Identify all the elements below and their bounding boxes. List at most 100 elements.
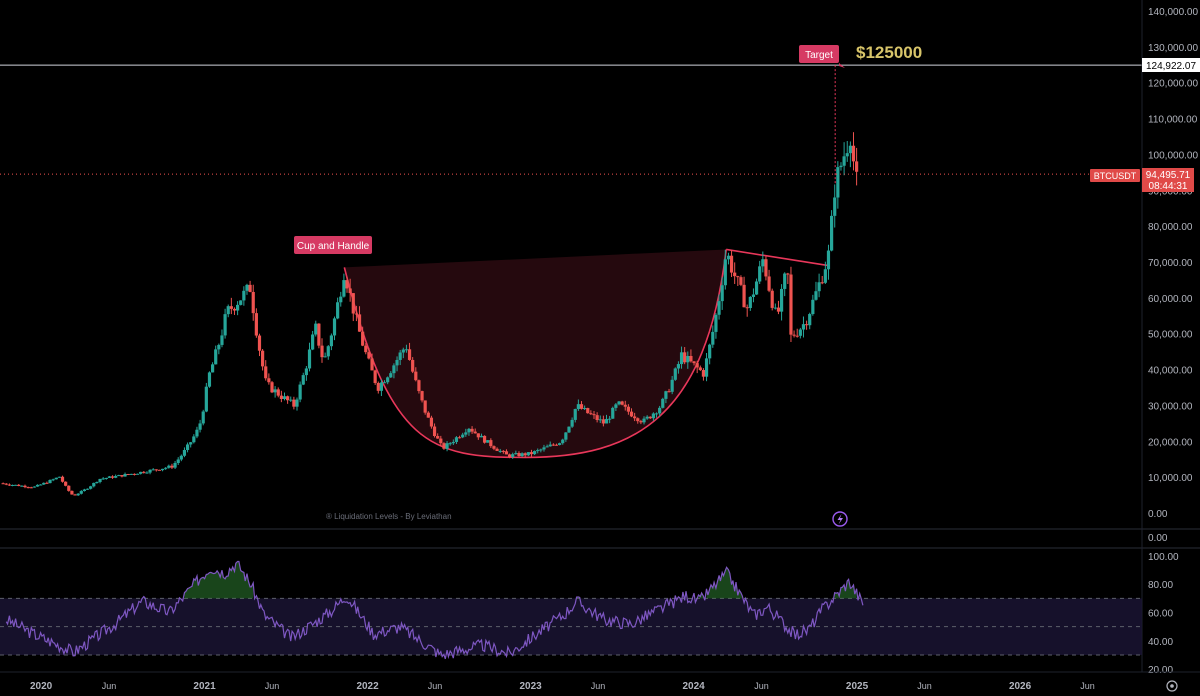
target-price-tag-text: 124,922.07 [1146,61,1196,72]
candle-body [95,481,99,483]
time-tick: Jun [265,681,280,691]
candle-body [192,436,196,443]
candle-body [311,334,315,350]
candle-body [345,280,349,289]
candle-body [357,314,362,332]
target-price-tag[interactable]: 124,922.07 [1142,58,1200,72]
candle-body [779,288,784,312]
candle-body [598,419,602,421]
candle-body [20,485,24,487]
time-tick: 2024 [682,681,705,692]
symbol-tag-text: BTCUSDT [1094,171,1137,181]
pattern-label[interactable]: Cup and Handle [294,236,372,254]
candle-body [608,418,612,420]
indicator-credit: ® Liquidation Levels - By Leviathan [326,512,452,521]
candle-body [282,396,287,399]
candle-body [551,444,555,446]
candle-body [848,145,852,154]
candle-body [626,406,630,412]
candle-body [783,273,787,289]
candle-body [57,476,62,478]
candle-body [167,465,171,468]
candle-body [432,426,437,437]
candle-body [498,450,502,452]
candle-body [329,335,333,347]
candle-body [170,465,174,468]
candle-body [676,364,681,369]
candle-body [429,417,434,427]
candle-body [714,314,718,332]
candle-body [692,361,696,364]
price-axis[interactable]: 140,000.00 130,000.00 120,000.00 110,000.00… [1148,7,1198,520]
candle-body [482,435,487,443]
target-value-text: $125000 [856,43,922,62]
candle-body [304,368,308,376]
gear-icon[interactable] [1166,680,1178,692]
candle-body [185,444,190,450]
candle-body [214,349,218,365]
candle-body [448,443,452,445]
candle-body [292,399,296,407]
time-tick: Jun [428,681,443,691]
candle-body [489,440,493,447]
candlestick-series[interactable] [1,132,859,496]
candle-body [670,379,674,392]
candle-body [529,452,534,455]
candle-body [145,472,149,474]
candle-body [548,444,552,447]
candle-body [514,453,518,455]
candle-body [320,345,324,358]
candle-body [198,423,202,430]
candle-body [642,418,646,423]
candle-body [301,375,305,385]
price-tick: 100,000.00 [1148,150,1198,161]
candle-body [273,389,277,393]
lightning-icon[interactable] [832,511,848,527]
candle-body [79,491,83,494]
candle-body [589,413,593,415]
pattern-label-text: Cup and Handle [297,241,370,252]
time-tick: 2026 [1009,681,1032,692]
time-axis[interactable]: 2020 Jun 2021 Jun 2022 Jun 2023 Jun 2024 Jun 2025 J… [30,681,1095,692]
candle-body [776,307,781,312]
candle-body [658,407,662,414]
candle-body [151,469,155,471]
time-tick: 2020 [30,681,53,692]
candle-body [851,145,856,162]
candle-body [176,459,180,463]
candle-body [76,493,80,496]
candle-body [770,290,774,308]
rsi-axis[interactable]: 100.00 80.00 60.00 40.00 20.00 [1148,552,1179,676]
candle-body [398,352,402,360]
target-label[interactable]: Target [799,45,845,68]
candle-body [801,324,806,330]
candle-body [404,349,409,351]
candle-body [67,485,71,491]
candle-body [595,415,599,420]
candle-body [661,398,665,408]
candle-body [117,475,121,477]
candle-body [679,352,684,365]
rsi-line[interactable] [5,560,864,660]
candle-body [792,334,796,336]
candle-body [73,494,77,496]
candle-body [583,408,587,410]
candle-body [120,475,124,477]
candle-body [182,449,187,456]
last-price-tag[interactable]: 94,495.71 08:44:31 [1142,168,1194,192]
candle-body [470,428,474,432]
candle-body [536,450,540,452]
candle-body [276,389,280,396]
candle-body [257,335,262,351]
candle-body [160,468,165,471]
candle-body [142,471,146,473]
candle-body [60,476,65,482]
symbol-tag[interactable]: BTCUSDT [1090,169,1140,182]
candle-body [558,443,562,445]
candle-body [814,291,818,300]
candle-body [220,335,224,345]
candle-body [629,411,634,417]
candle-body [101,478,105,480]
candle-body [417,380,421,392]
